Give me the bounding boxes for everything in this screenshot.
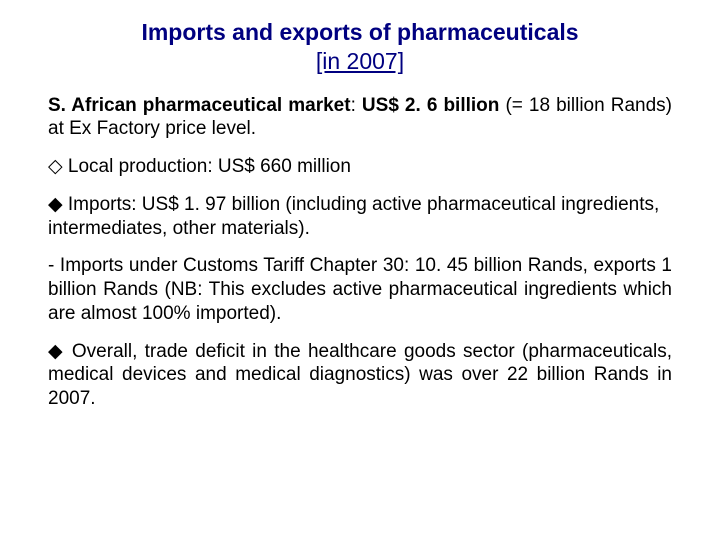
market-paragraph: S. African pharmaceutical market: US$ 2.… (48, 94, 672, 142)
title-line2: [in 2007] (316, 48, 404, 74)
bullet-imports: ◆ Imports: US$ 1. 97 billion (including … (48, 193, 672, 241)
bullet-local: ◇ Local production: US$ 660 million (48, 155, 672, 179)
bullet-deficit: ◆ Overall, trade deficit in the healthca… (48, 340, 672, 411)
market-bold2: US$ 2. 6 billion (362, 95, 499, 116)
title-line1: Imports and exports of pharmaceuticals (141, 19, 578, 45)
market-bold1: S. African pharmaceutical market (48, 95, 351, 116)
market-rest1: : (351, 95, 362, 116)
slide-title: Imports and exports of pharmaceuticals [… (48, 18, 672, 76)
bullet-customs: - Imports under Customs Tariff Chapter 3… (48, 254, 672, 325)
